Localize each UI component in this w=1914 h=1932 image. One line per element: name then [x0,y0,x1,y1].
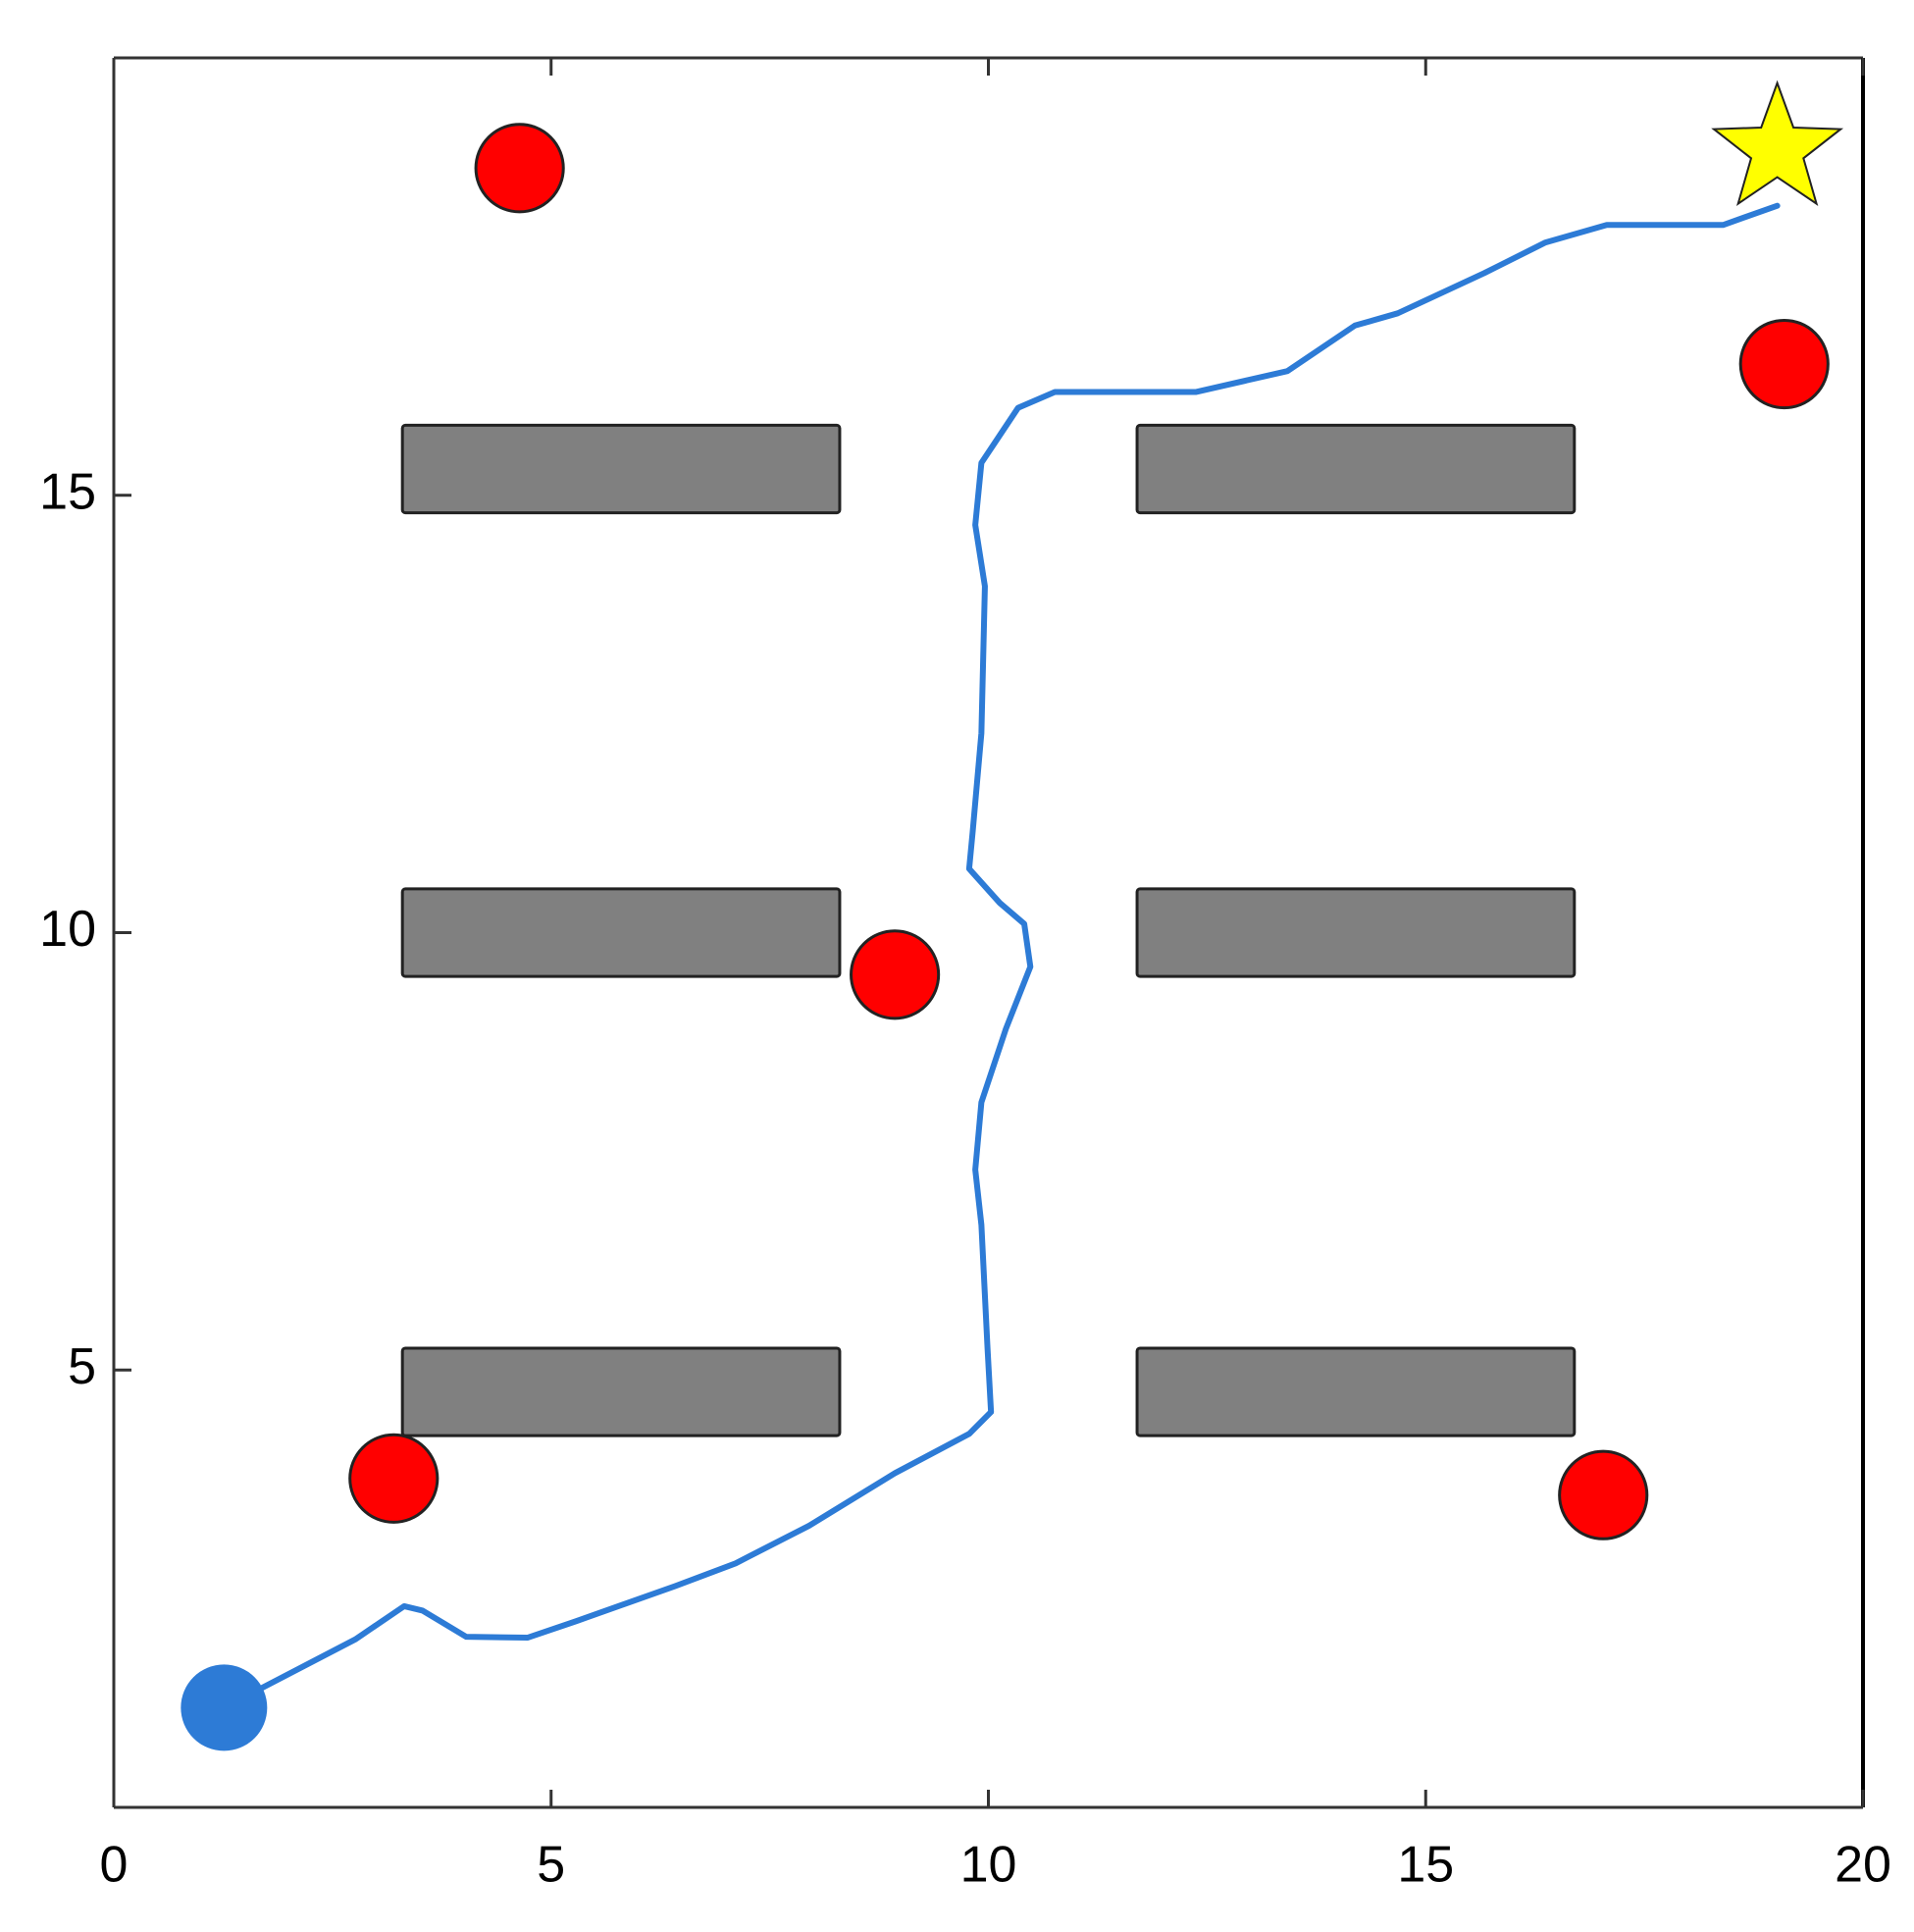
wall [400,887,842,978]
wall [400,423,842,515]
obstacle [348,1433,440,1524]
y-tick-label: 10 [39,901,96,958]
start-point [181,1664,268,1751]
wall [400,1346,842,1437]
y-tick-label: 5 [68,1338,96,1395]
x-tick-label: 5 [537,1837,565,1894]
wall [1135,423,1577,515]
obstacle [1738,318,1830,410]
x-tick-label: 10 [960,1837,1017,1894]
obstacle [850,929,941,1020]
y-tick-label: 15 [39,463,96,520]
wall [1135,1346,1577,1437]
obstacle [1558,1449,1649,1540]
obstacle [474,123,565,214]
x-tick-label: 20 [1835,1837,1891,1894]
x-tick-label: 0 [100,1837,129,1894]
x-tick-label: 15 [1397,1837,1454,1894]
robot-path [221,202,1781,1711]
goal-star [1711,79,1844,206]
wall [1135,887,1577,978]
